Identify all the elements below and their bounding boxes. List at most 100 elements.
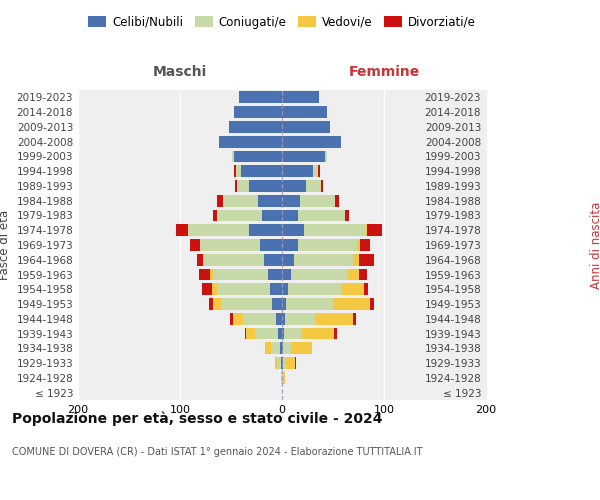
Bar (265, 342, 271, 354)
Bar (203, 254, 205, 266)
Bar (291, 342, 311, 354)
Bar (353, 254, 359, 266)
Bar (285, 313, 314, 324)
Bar (365, 224, 367, 236)
Bar (217, 284, 270, 295)
Bar (212, 298, 221, 310)
Bar (275, 357, 277, 369)
Bar (321, 180, 323, 192)
Bar (230, 313, 233, 324)
Bar (229, 121, 282, 133)
Bar (359, 268, 367, 280)
Bar (283, 342, 291, 354)
Bar (268, 268, 282, 280)
Bar (234, 166, 236, 177)
Bar (364, 284, 368, 295)
Bar (282, 342, 283, 354)
Bar (212, 268, 268, 280)
Bar (291, 268, 348, 280)
Bar (314, 313, 353, 324)
Bar (284, 328, 301, 340)
Bar (282, 166, 313, 177)
Bar (367, 224, 382, 236)
Bar (370, 298, 374, 310)
Bar (283, 357, 286, 369)
Bar (282, 224, 304, 236)
Bar (280, 342, 282, 354)
Bar (176, 224, 188, 236)
Bar (271, 342, 280, 354)
Bar (358, 239, 359, 251)
Bar (359, 239, 370, 251)
Bar (333, 298, 370, 310)
Bar (283, 372, 285, 384)
Bar (270, 284, 282, 295)
Bar (233, 313, 243, 324)
Bar (341, 284, 364, 295)
Bar (304, 224, 365, 236)
Bar (282, 195, 301, 206)
Bar (298, 210, 345, 222)
Bar (277, 357, 281, 369)
Bar (250, 224, 282, 236)
Bar (234, 106, 282, 118)
Bar (245, 328, 246, 340)
Bar (260, 239, 282, 251)
Text: Anni di nascita: Anni di nascita (590, 202, 600, 288)
Bar (325, 150, 327, 162)
Bar (282, 268, 291, 280)
Bar (282, 92, 319, 104)
Bar (262, 210, 282, 222)
Legend: Celibi/Nubili, Coniugati/e, Vedovi/e, Divorziati/e: Celibi/Nubili, Coniugati/e, Vedovi/e, Di… (83, 11, 481, 34)
Bar (282, 284, 288, 295)
Bar (318, 166, 320, 177)
Bar (235, 180, 237, 192)
Bar (335, 195, 339, 206)
Bar (282, 150, 325, 162)
Bar (286, 298, 333, 310)
Bar (263, 254, 282, 266)
Bar (221, 298, 272, 310)
Bar (282, 136, 341, 147)
Bar (282, 357, 283, 369)
Bar (282, 121, 330, 133)
Bar (282, 239, 298, 251)
Bar (250, 180, 282, 192)
Bar (282, 210, 298, 222)
Bar (282, 180, 307, 192)
Bar (359, 254, 374, 266)
Bar (301, 195, 335, 206)
Bar (237, 180, 250, 192)
Bar (236, 166, 241, 177)
Bar (272, 298, 282, 310)
Bar (294, 254, 353, 266)
Bar (246, 328, 256, 340)
Text: COMUNE DI DOVERA (CR) - Dati ISTAT 1° gennaio 2024 - Elaborazione TUTTITALIA.IT: COMUNE DI DOVERA (CR) - Dati ISTAT 1° ge… (12, 447, 422, 457)
Bar (276, 313, 282, 324)
Bar (334, 328, 337, 340)
Bar (348, 268, 359, 280)
Bar (307, 180, 321, 192)
Bar (202, 284, 212, 295)
Bar (282, 372, 283, 384)
Bar (219, 136, 282, 147)
Bar (282, 298, 286, 310)
Bar (241, 166, 282, 177)
Text: Femmine: Femmine (349, 65, 419, 79)
Bar (345, 210, 349, 222)
Bar (282, 328, 284, 340)
Bar (298, 239, 358, 251)
Bar (188, 224, 250, 236)
Bar (281, 357, 282, 369)
Bar (313, 166, 318, 177)
Bar (200, 239, 260, 251)
Text: Maschi: Maschi (153, 65, 207, 79)
Bar (209, 268, 212, 280)
Bar (212, 284, 217, 295)
Bar (282, 254, 294, 266)
Text: Popolazione per età, sesso e stato civile - 2024: Popolazione per età, sesso e stato civil… (12, 411, 383, 426)
Bar (256, 328, 278, 340)
Y-axis label: Fasce di età: Fasce di età (0, 210, 11, 280)
Bar (243, 313, 276, 324)
Bar (234, 150, 282, 162)
